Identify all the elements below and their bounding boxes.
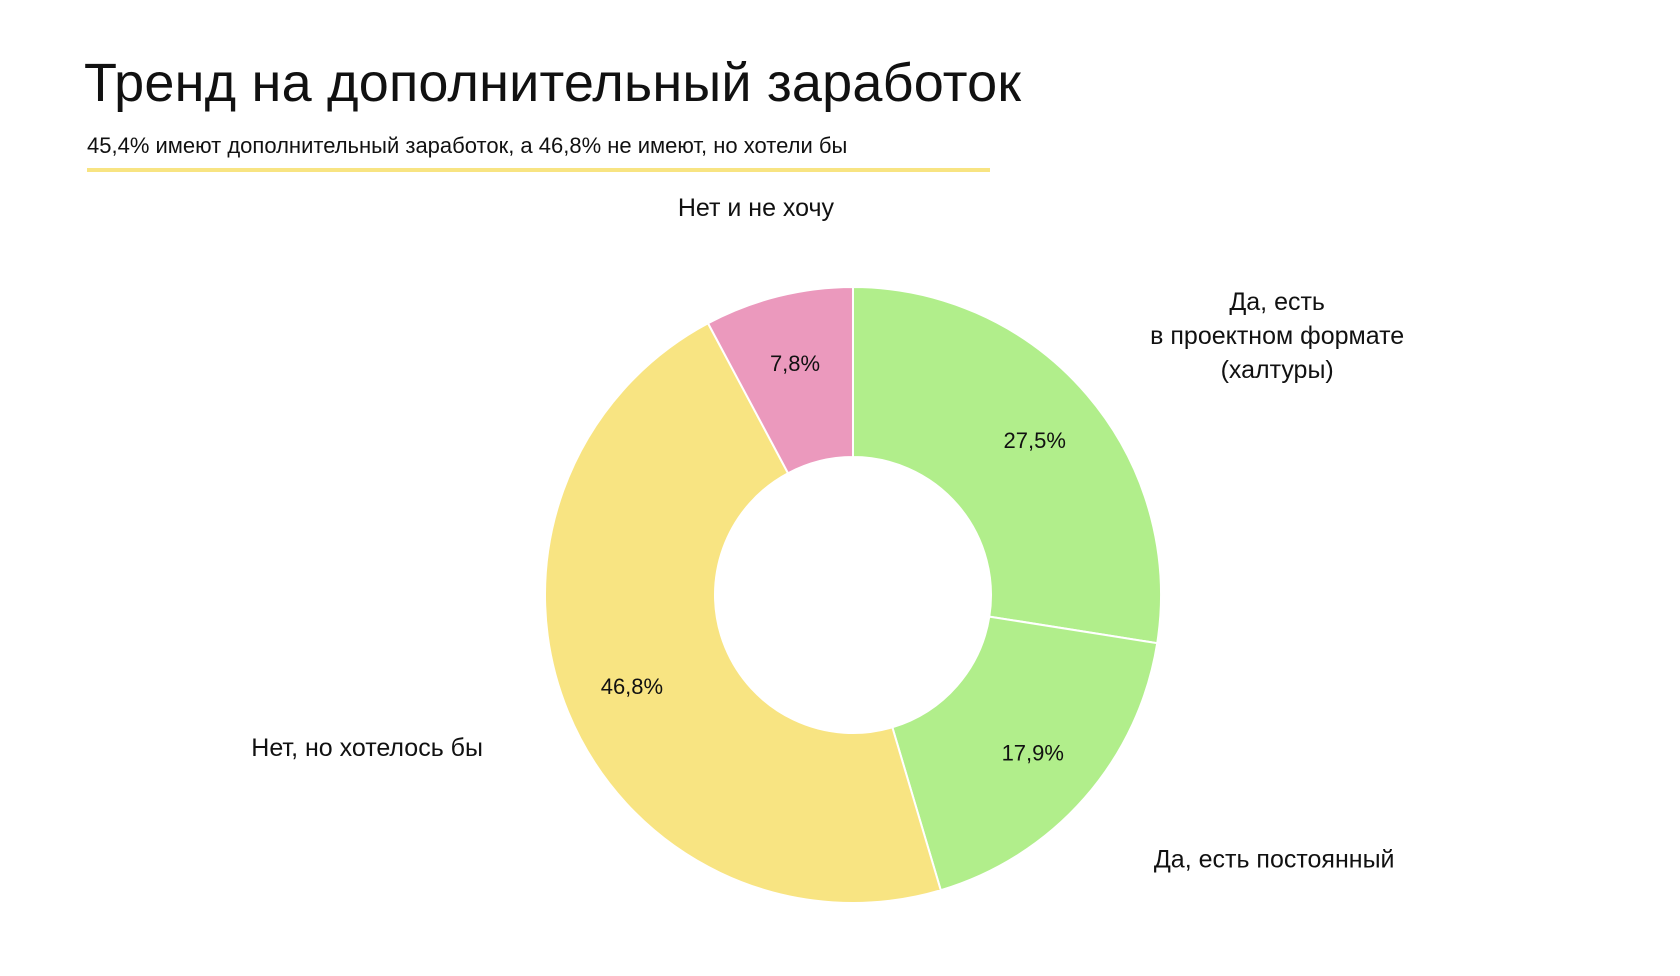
- donut-slice-1: [852, 285, 1162, 645]
- slice-value-label-1: 27,5%: [1004, 428, 1066, 453]
- slice-value-label-2: 17,9%: [1002, 740, 1064, 765]
- donut-slice-4: [706, 285, 854, 475]
- subtitle-underline: [87, 168, 990, 172]
- chart-title: Тренд на дополнительный заработок: [84, 53, 1022, 113]
- slice-value-label-3: 46,8%: [601, 674, 663, 699]
- chart-subtitle: 45,4% имеют дополнительный заработок, а …: [87, 133, 848, 158]
- donut-slice-2: [891, 615, 1159, 892]
- slice-category-label-2: Да, есть постоянный: [1154, 846, 1395, 874]
- slice-value-label-4: 7,8%: [770, 351, 820, 376]
- donut-slice-3: [544, 321, 943, 904]
- slice-category-label-4: Нет и не хочу: [678, 194, 835, 222]
- slice-category-label-3: Нет, но хотелось бы: [251, 734, 483, 762]
- slice-category-label-1: Да, есть в проектном формате (халтуры): [1150, 288, 1404, 384]
